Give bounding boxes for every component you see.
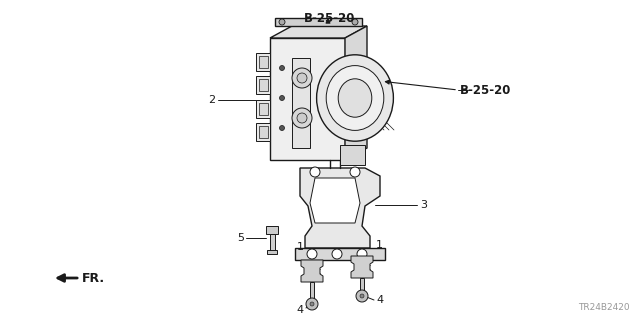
Circle shape (297, 113, 307, 123)
Bar (295, 248, 385, 260)
Circle shape (352, 19, 358, 25)
Circle shape (280, 125, 285, 130)
Text: 5: 5 (237, 233, 244, 243)
Text: B-25-20: B-25-20 (304, 12, 356, 25)
Polygon shape (301, 260, 323, 282)
Circle shape (310, 167, 320, 177)
Text: 1: 1 (297, 242, 304, 252)
Circle shape (332, 249, 342, 259)
Circle shape (280, 95, 285, 100)
Text: FR.: FR. (82, 271, 105, 285)
Circle shape (310, 302, 314, 306)
Bar (310, 282, 314, 300)
Circle shape (357, 249, 367, 259)
Circle shape (360, 294, 364, 298)
Polygon shape (259, 126, 268, 138)
Polygon shape (351, 256, 373, 278)
Circle shape (280, 65, 285, 70)
Polygon shape (340, 145, 365, 165)
Ellipse shape (326, 66, 384, 130)
Circle shape (306, 298, 318, 310)
Circle shape (292, 108, 312, 128)
Polygon shape (275, 18, 362, 26)
Polygon shape (256, 100, 270, 118)
Ellipse shape (338, 79, 372, 117)
Bar (360, 278, 364, 292)
Polygon shape (270, 38, 345, 160)
Polygon shape (310, 178, 360, 223)
Polygon shape (259, 103, 268, 115)
Circle shape (292, 68, 312, 88)
Text: 3: 3 (420, 200, 427, 210)
Circle shape (350, 167, 360, 177)
Polygon shape (256, 76, 270, 94)
Text: 4: 4 (297, 305, 304, 315)
Polygon shape (292, 58, 310, 148)
Polygon shape (256, 53, 270, 71)
Circle shape (279, 19, 285, 25)
Bar (267, 250, 277, 254)
Text: 2: 2 (208, 95, 215, 105)
Ellipse shape (317, 55, 394, 141)
Circle shape (307, 249, 317, 259)
Circle shape (356, 290, 368, 302)
Text: TR24B2420: TR24B2420 (579, 303, 630, 312)
Polygon shape (256, 123, 270, 141)
Polygon shape (259, 56, 268, 68)
Polygon shape (300, 168, 380, 248)
Text: 1: 1 (376, 240, 383, 250)
Polygon shape (270, 26, 367, 38)
Polygon shape (259, 79, 268, 91)
Polygon shape (266, 226, 278, 234)
Text: 4: 4 (376, 295, 383, 305)
Text: B-25-20: B-25-20 (460, 84, 511, 97)
Circle shape (297, 73, 307, 83)
Bar (269, 234, 275, 252)
Polygon shape (345, 26, 367, 160)
